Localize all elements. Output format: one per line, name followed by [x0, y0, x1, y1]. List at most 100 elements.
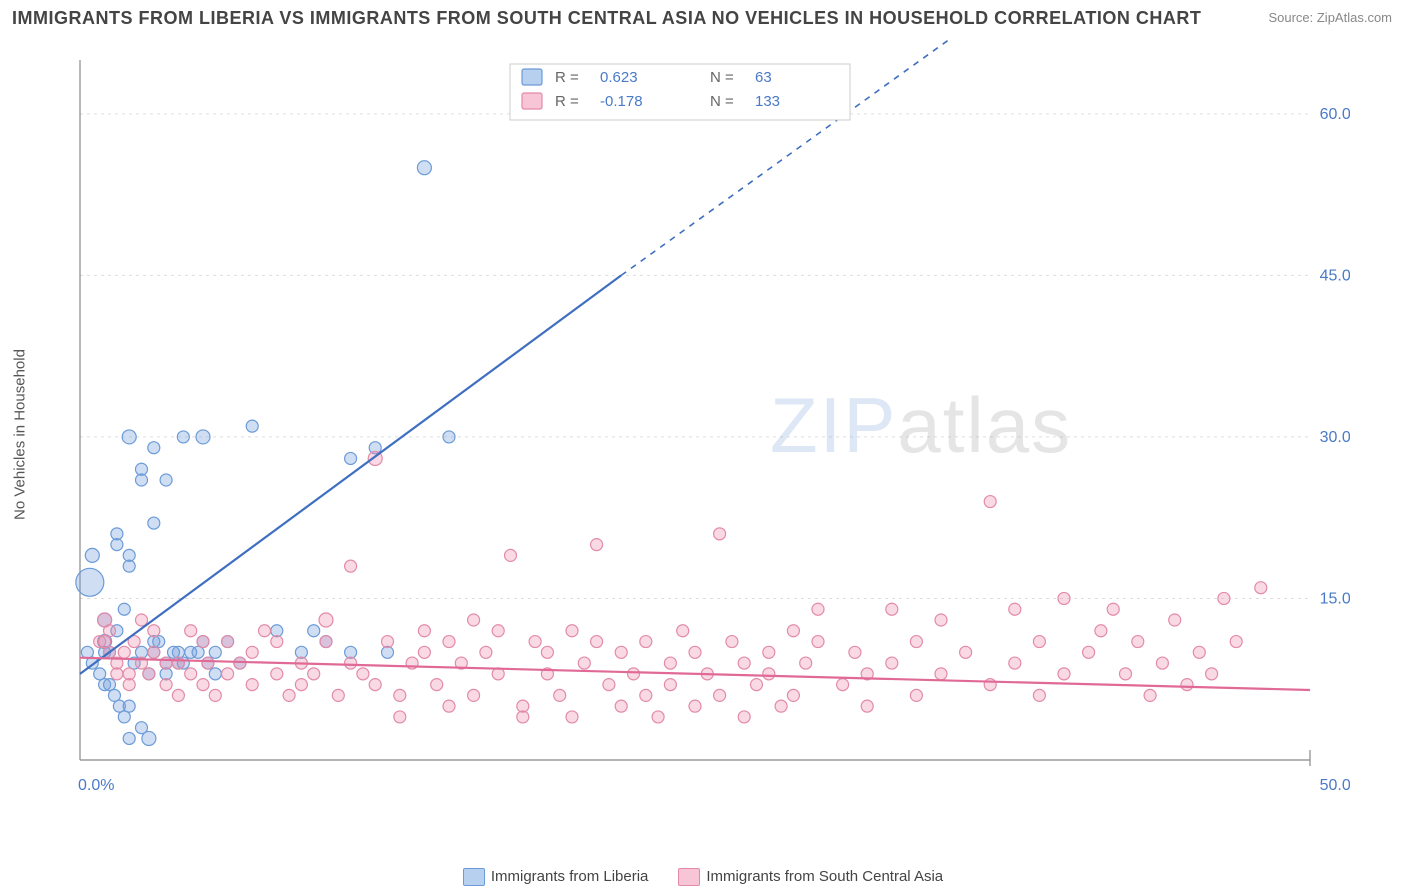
data-point [172, 689, 184, 701]
data-point [345, 560, 357, 572]
data-point [192, 646, 204, 658]
data-point [185, 668, 197, 680]
data-point [1009, 657, 1021, 669]
stat-n-label: N = [710, 69, 734, 86]
data-point [209, 646, 221, 658]
data-point [886, 657, 898, 669]
legend-swatch [522, 69, 542, 85]
data-point [812, 636, 824, 648]
data-point [1058, 668, 1070, 680]
scatter-svg: 15.0%30.0%45.0%60.0%0.0%50.0%R =0.623N =… [50, 40, 1350, 810]
stat-n-value: 133 [755, 93, 780, 110]
data-point [172, 657, 184, 669]
data-point [468, 689, 480, 701]
data-point [1230, 636, 1242, 648]
data-point [738, 711, 750, 723]
data-point [443, 700, 455, 712]
data-point [1144, 689, 1156, 701]
data-point [122, 430, 136, 444]
data-point [246, 646, 258, 658]
data-point [394, 689, 406, 701]
data-point [259, 625, 271, 637]
data-point [886, 603, 898, 615]
data-point [1218, 592, 1230, 604]
data-point [910, 636, 922, 648]
data-point [861, 700, 873, 712]
data-point [202, 657, 214, 669]
data-point [763, 646, 775, 658]
data-point [123, 700, 135, 712]
data-point [935, 614, 947, 626]
data-point [160, 474, 172, 486]
data-point [160, 679, 172, 691]
data-point [664, 679, 676, 691]
data-point [1083, 646, 1095, 658]
data-point [984, 496, 996, 508]
data-point [1255, 582, 1267, 594]
data-point [1169, 614, 1181, 626]
data-point [443, 636, 455, 648]
data-point [382, 636, 394, 648]
data-point [111, 668, 123, 680]
data-point [529, 636, 541, 648]
legend-item: Immigrants from Liberia [463, 868, 649, 886]
data-point [104, 625, 116, 637]
legend-label: Immigrants from Liberia [491, 868, 649, 885]
data-point [271, 636, 283, 648]
data-point [148, 625, 160, 637]
data-point [960, 646, 972, 658]
data-point [480, 646, 492, 658]
data-point [775, 700, 787, 712]
data-point [148, 646, 160, 658]
data-point [689, 646, 701, 658]
data-point [664, 657, 676, 669]
data-point [1107, 603, 1119, 615]
data-point [81, 646, 93, 658]
data-point [123, 560, 135, 572]
data-point [468, 614, 480, 626]
data-point [308, 625, 320, 637]
data-point [118, 603, 130, 615]
data-point [197, 636, 209, 648]
data-point [209, 689, 221, 701]
data-point [751, 679, 763, 691]
data-point [123, 732, 135, 744]
data-point [76, 568, 104, 596]
data-point [726, 636, 738, 648]
data-point [505, 549, 517, 561]
stat-r-label: R = [555, 69, 579, 86]
x-tick-label: 0.0% [78, 777, 114, 794]
data-point [910, 689, 922, 701]
data-point [1033, 689, 1045, 701]
data-point [1009, 603, 1021, 615]
data-point [345, 452, 357, 464]
data-point [603, 679, 615, 691]
data-point [541, 646, 553, 658]
data-point [763, 668, 775, 680]
data-point [148, 517, 160, 529]
data-point [246, 420, 258, 432]
y-axis-label: No Vehicles in Household [12, 349, 29, 520]
data-point [837, 679, 849, 691]
data-point [185, 625, 197, 637]
data-point [591, 539, 603, 551]
plot-area: 15.0%30.0%45.0%60.0%0.0%50.0%R =0.623N =… [50, 40, 1350, 810]
legend-item: Immigrants from South Central Asia [678, 868, 943, 886]
data-point [787, 625, 799, 637]
data-point [615, 646, 627, 658]
data-point [1120, 668, 1132, 680]
stat-r-label: R = [555, 93, 579, 110]
data-point [209, 668, 221, 680]
data-point [640, 636, 652, 648]
data-point [85, 548, 99, 562]
data-point [118, 646, 130, 658]
data-point [94, 636, 106, 648]
data-point [591, 636, 603, 648]
data-point [418, 625, 430, 637]
data-point [554, 689, 566, 701]
data-point [578, 657, 590, 669]
legend-swatch [678, 868, 700, 886]
data-point [118, 711, 130, 723]
data-point [418, 646, 430, 658]
data-point [640, 689, 652, 701]
